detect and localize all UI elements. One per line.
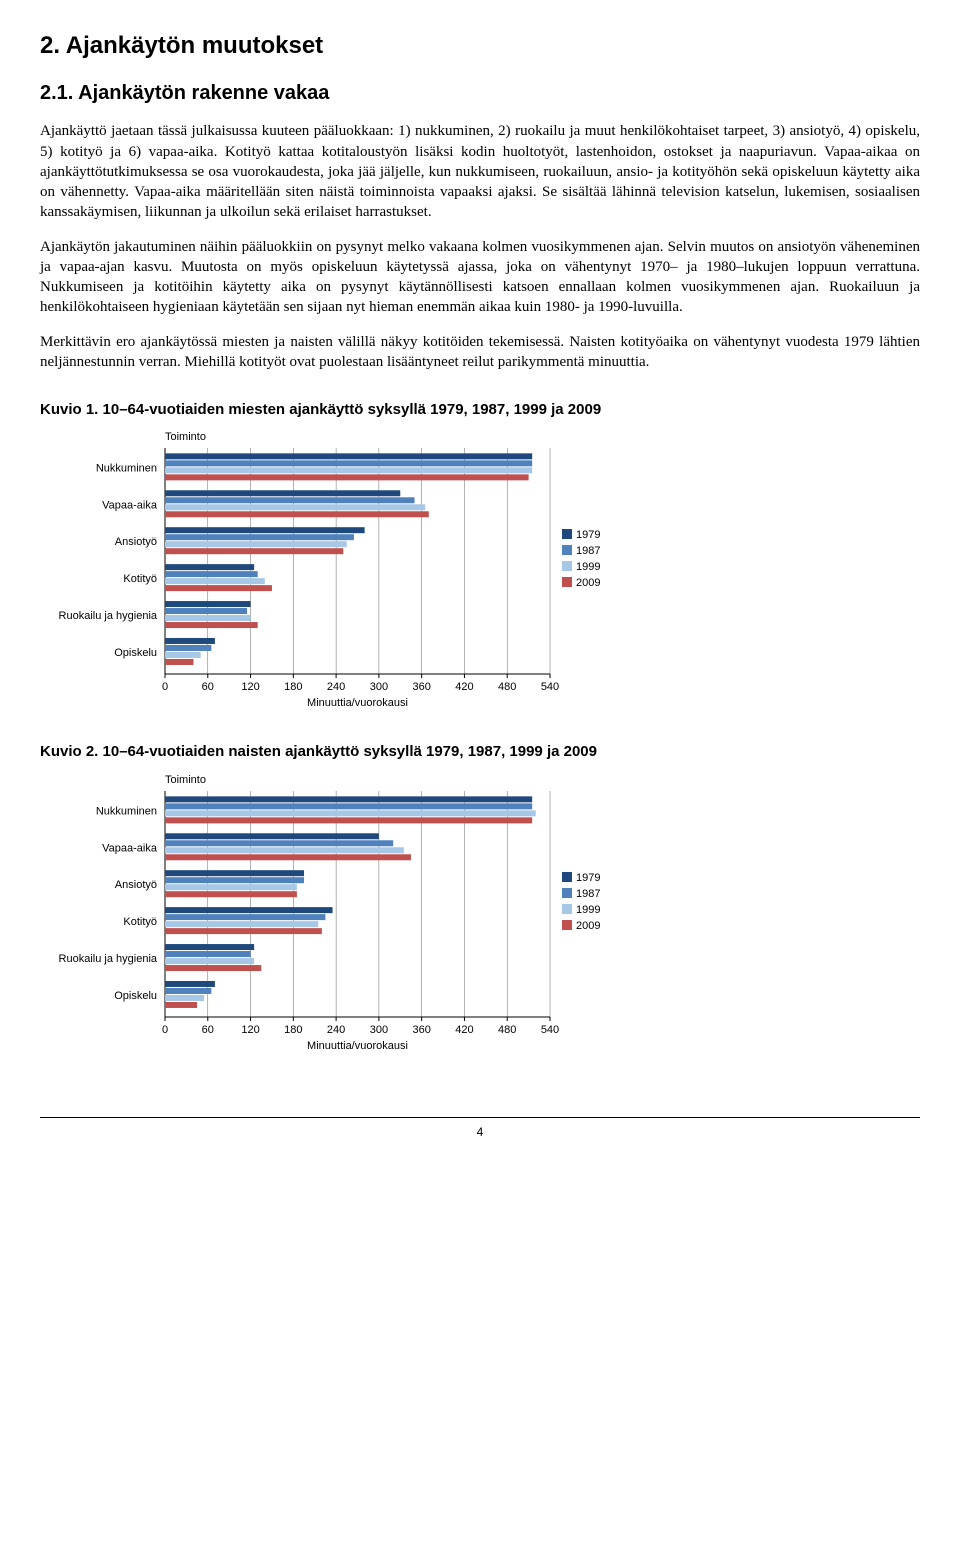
svg-text:Vapaa-aika: Vapaa-aika — [102, 500, 158, 512]
svg-text:Ruokailu ja hygienia: Ruokailu ja hygienia — [59, 610, 158, 622]
page-footer: 4 — [40, 1117, 920, 1140]
svg-text:1987: 1987 — [576, 545, 600, 557]
subsection-heading: 2.1. Ajankäytön rakenne vakaa — [40, 80, 920, 107]
svg-text:480: 480 — [498, 1024, 516, 1036]
svg-text:Kotityö: Kotityö — [123, 916, 157, 928]
chart-women: Toiminto 0 60 120 180 240 300 360 420 480 540 Minuu… — [40, 767, 920, 1057]
svg-text:Toiminto: Toiminto — [165, 431, 206, 443]
svg-text:420: 420 — [455, 1024, 473, 1036]
svg-text:Ruokailu ja hygienia: Ruokailu ja hygienia — [59, 953, 158, 965]
svg-text:300: 300 — [370, 681, 388, 693]
svg-text:360: 360 — [412, 1024, 430, 1036]
svg-text:480: 480 — [498, 681, 516, 693]
svg-text:1979: 1979 — [576, 872, 600, 884]
svg-text:1979: 1979 — [576, 529, 600, 541]
svg-text:1987: 1987 — [576, 888, 600, 900]
svg-text:Toiminto: Toiminto — [165, 774, 206, 786]
svg-text:540: 540 — [541, 681, 559, 693]
svg-text:2009: 2009 — [576, 920, 600, 932]
figure-caption: Kuvio 2. 10–64-vuotiaiden naisten ajankä… — [40, 742, 920, 762]
svg-text:1999: 1999 — [576, 561, 600, 573]
svg-text:Opiskelu: Opiskelu — [114, 647, 157, 659]
svg-text:0: 0 — [162, 681, 168, 693]
svg-text:2009: 2009 — [576, 577, 600, 589]
section-heading: 2. Ajankäytön muutokset — [40, 30, 920, 62]
svg-text:Ansiotyö: Ansiotyö — [115, 879, 157, 891]
svg-text:60: 60 — [202, 1024, 214, 1036]
svg-text:240: 240 — [327, 681, 345, 693]
figure-caption: Kuvio 1. 10–64-vuotiaiden miesten ajankä… — [40, 400, 920, 420]
svg-text:420: 420 — [455, 681, 473, 693]
svg-text:180: 180 — [284, 681, 302, 693]
svg-text:Vapaa-aika: Vapaa-aika — [102, 842, 158, 854]
svg-text:180: 180 — [284, 1024, 302, 1036]
svg-text:360: 360 — [412, 681, 430, 693]
svg-text:60: 60 — [202, 681, 214, 693]
svg-text:0: 0 — [162, 1024, 168, 1036]
svg-text:1999: 1999 — [576, 904, 600, 916]
body-paragraph: Ajankäyttö jaetaan tässä julkaisussa kuu… — [40, 121, 920, 222]
svg-text:120: 120 — [241, 1024, 259, 1036]
svg-text:Kotityö: Kotityö — [123, 574, 157, 586]
body-paragraph: Ajankäytön jakautuminen näihin pääluokki… — [40, 237, 920, 318]
svg-text:540: 540 — [541, 1024, 559, 1036]
body-paragraph: Merkittävin ero ajankäytössä miesten ja … — [40, 332, 920, 373]
svg-text:Minuuttia/vuorokausi: Minuuttia/vuorokausi — [307, 1040, 408, 1052]
svg-text:Minuuttia/vuorokausi: Minuuttia/vuorokausi — [307, 697, 408, 709]
svg-text:240: 240 — [327, 1024, 345, 1036]
svg-text:300: 300 — [370, 1024, 388, 1036]
svg-text:Ansiotyö: Ansiotyö — [115, 537, 157, 549]
page-number: 4 — [477, 1125, 484, 1139]
svg-text:Nukkuminen: Nukkuminen — [96, 805, 157, 817]
svg-text:Opiskelu: Opiskelu — [114, 990, 157, 1002]
svg-text:Nukkuminen: Nukkuminen — [96, 463, 157, 475]
chart-men: Toiminto 0 60 120 180 240 300 360 420 480 540 Minuu… — [40, 424, 920, 714]
svg-text:120: 120 — [241, 681, 259, 693]
